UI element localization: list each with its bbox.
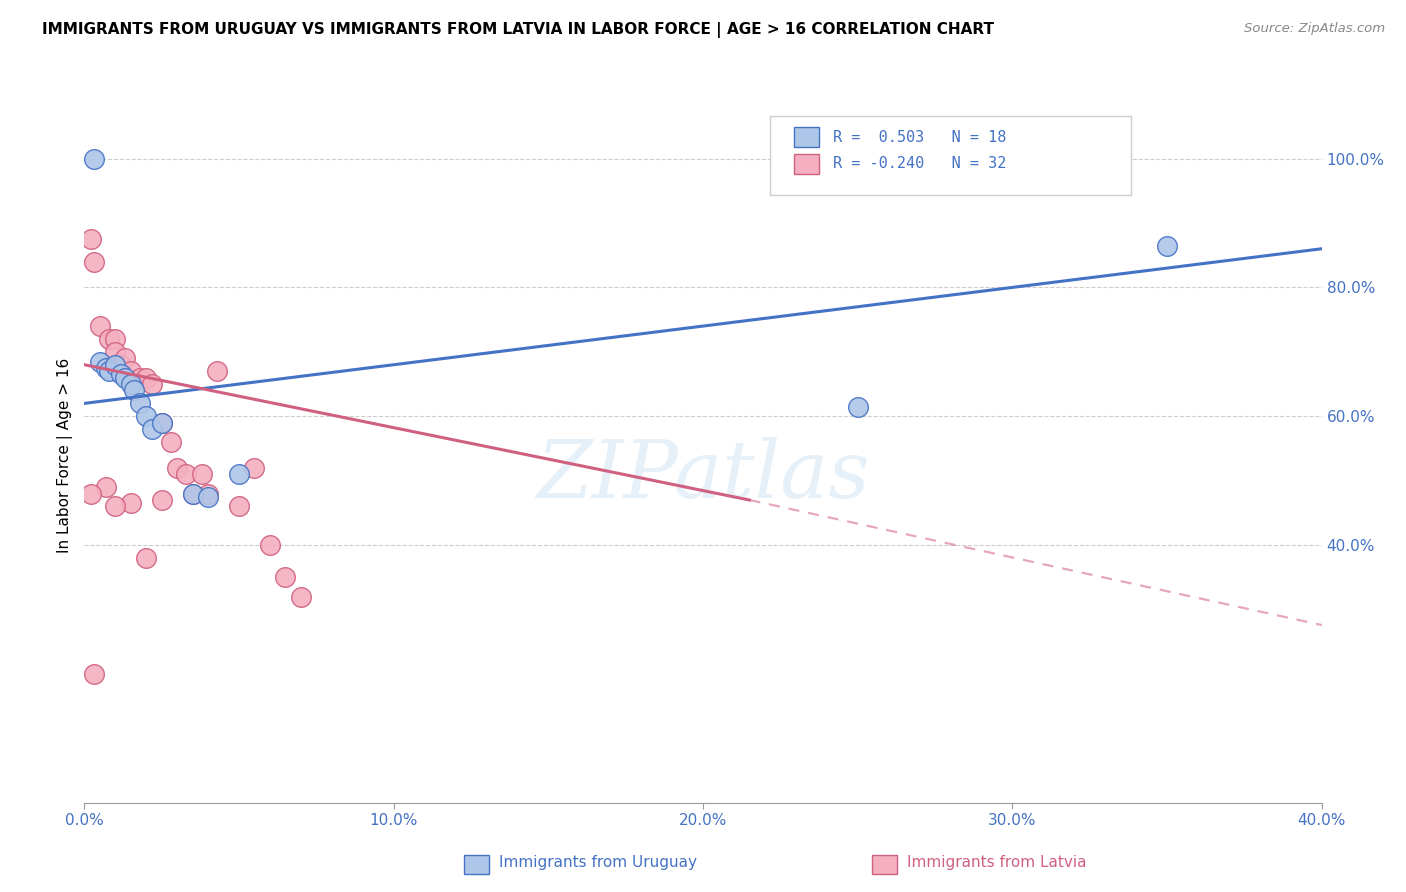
Point bbox=[79, 486, 101, 500]
Point bbox=[141, 422, 163, 436]
Point bbox=[141, 377, 163, 392]
Point bbox=[122, 384, 145, 398]
Point bbox=[114, 351, 136, 366]
Point bbox=[197, 486, 219, 500]
Point bbox=[150, 493, 173, 508]
Point bbox=[846, 400, 869, 414]
Point bbox=[181, 486, 204, 500]
Point bbox=[94, 360, 117, 375]
Point bbox=[89, 354, 111, 368]
Point bbox=[104, 358, 127, 372]
Text: Immigrants from Uruguay: Immigrants from Uruguay bbox=[499, 855, 697, 870]
Point bbox=[94, 480, 117, 494]
Point bbox=[114, 370, 136, 384]
Text: Immigrants from Latvia: Immigrants from Latvia bbox=[907, 855, 1087, 870]
Point bbox=[228, 500, 250, 514]
Point bbox=[83, 152, 105, 166]
Point bbox=[135, 370, 157, 384]
Point bbox=[104, 500, 127, 514]
Point bbox=[290, 590, 312, 604]
Point bbox=[176, 467, 198, 482]
Point bbox=[120, 496, 142, 510]
Point bbox=[98, 332, 121, 346]
Point bbox=[129, 370, 152, 384]
Point bbox=[98, 364, 121, 378]
Point bbox=[160, 435, 183, 450]
Point bbox=[129, 396, 152, 410]
Text: ZIPatlas: ZIPatlas bbox=[536, 437, 870, 515]
Point bbox=[104, 332, 127, 346]
Point bbox=[83, 667, 105, 681]
Text: Source: ZipAtlas.com: Source: ZipAtlas.com bbox=[1244, 22, 1385, 36]
Point bbox=[150, 416, 173, 430]
Point bbox=[135, 551, 157, 566]
Point bbox=[110, 358, 132, 372]
Point bbox=[243, 460, 266, 475]
Text: IMMIGRANTS FROM URUGUAY VS IMMIGRANTS FROM LATVIA IN LABOR FORCE | AGE > 16 CORR: IMMIGRANTS FROM URUGUAY VS IMMIGRANTS FR… bbox=[42, 22, 994, 38]
Point bbox=[274, 570, 297, 584]
Point bbox=[166, 460, 188, 475]
Point bbox=[150, 416, 173, 430]
Text: R = -0.240   N = 32: R = -0.240 N = 32 bbox=[834, 156, 1007, 171]
Point bbox=[120, 364, 142, 378]
Point bbox=[79, 232, 101, 246]
Point bbox=[181, 486, 204, 500]
Point bbox=[228, 467, 250, 482]
Point bbox=[89, 319, 111, 334]
Point bbox=[83, 254, 105, 268]
Point bbox=[207, 364, 229, 378]
Point bbox=[104, 344, 127, 359]
Y-axis label: In Labor Force | Age > 16: In Labor Force | Age > 16 bbox=[58, 358, 73, 552]
Text: R =  0.503   N = 18: R = 0.503 N = 18 bbox=[834, 129, 1007, 145]
Point bbox=[197, 490, 219, 504]
Point bbox=[135, 409, 157, 424]
Point bbox=[110, 368, 132, 382]
Point bbox=[1156, 238, 1178, 252]
Point bbox=[259, 538, 281, 552]
Point bbox=[120, 377, 142, 392]
Point bbox=[191, 467, 214, 482]
